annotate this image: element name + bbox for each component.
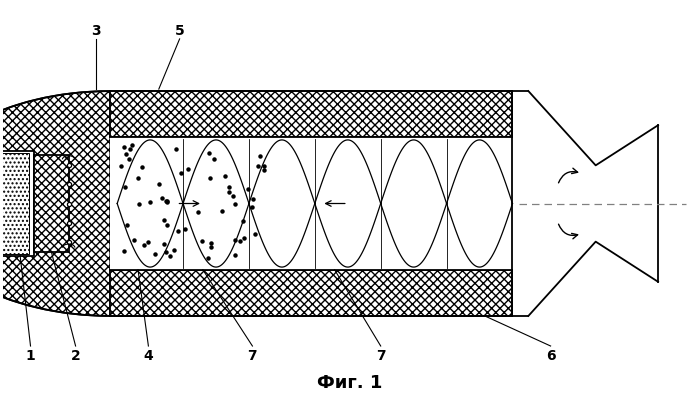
Text: 1: 1 (26, 349, 36, 363)
Bar (1, 153, 29, 254)
Text: 7: 7 (376, 349, 386, 363)
Bar (110, 270, 512, 316)
Text: 3: 3 (92, 24, 101, 38)
Wedge shape (0, 91, 110, 316)
Text: 6: 6 (546, 349, 556, 363)
Bar (110, 137, 512, 270)
Text: Фиг. 1: Фиг. 1 (317, 374, 382, 392)
Bar (0, 151, 34, 256)
Text: 5: 5 (175, 24, 185, 38)
Text: 7: 7 (247, 349, 257, 363)
Text: 4: 4 (143, 349, 153, 363)
Bar (110, 91, 512, 137)
Bar (34, 155, 69, 252)
Text: 2: 2 (71, 349, 80, 363)
